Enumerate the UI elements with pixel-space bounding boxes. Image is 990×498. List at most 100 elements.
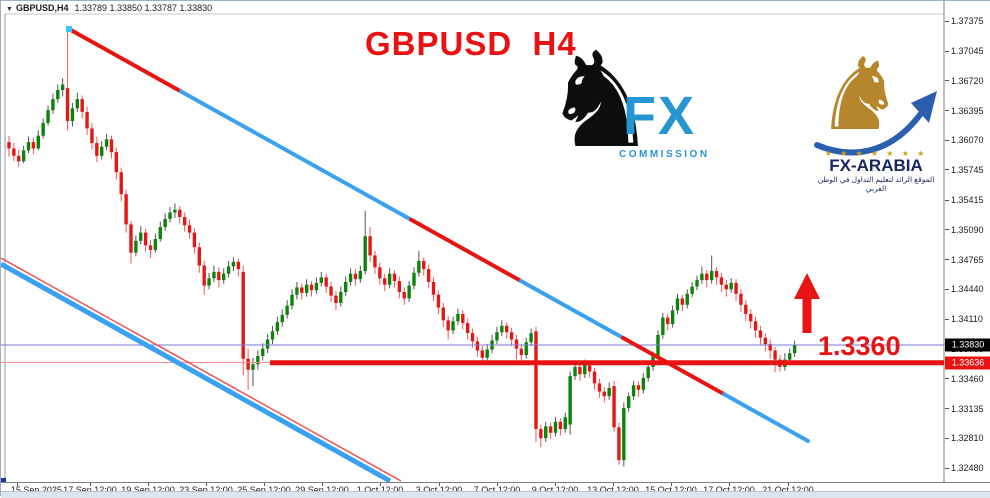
- candle-body: [207, 278, 211, 286]
- candle-body: [753, 321, 758, 331]
- chart-title: GBPUSD H4: [365, 25, 577, 62]
- price-tick-mark: [945, 378, 949, 380]
- candle-body: [441, 307, 445, 321]
- fx-arabia-logo: ♞ ★ ★ ★ ★ ★ ★ ★ FX-ARABIA الموقع الرائد …: [807, 39, 945, 193]
- candle-body: [495, 332, 499, 341]
- fx-commission-wordmark: FX: [623, 86, 697, 146]
- trendline-lower-thin[interactable]: [1, 257, 402, 482]
- candle-body: [353, 273, 358, 280]
- trendline-upper[interactable]: [722, 392, 810, 443]
- candle-body: [95, 143, 99, 156]
- candle-body: [197, 247, 202, 266]
- time-tick-label: 23 Sep 12:00: [179, 485, 233, 495]
- price-badge-level: 1.33636: [945, 356, 990, 370]
- fx-commission-logo: ♞ FX COMMISSION: [541, 35, 716, 188]
- candle-body: [7, 142, 11, 149]
- candle-body: [700, 273, 704, 281]
- price-tick-label: 1.37045: [951, 46, 984, 57]
- fx-commission-subtext: COMMISSION: [619, 149, 710, 160]
- candle-body: [12, 148, 16, 156]
- price-tick-label: 1.34110: [951, 314, 983, 325]
- black-horse-icon: ♞: [541, 27, 660, 174]
- candle-body: [60, 84, 65, 91]
- candle-body: [90, 128, 94, 144]
- price-tick-mark: [945, 50, 949, 52]
- candle-body: [558, 421, 563, 430]
- price-tick-mark: [945, 467, 949, 469]
- price-tick-mark: [945, 80, 949, 82]
- candle-body: [631, 385, 636, 397]
- candle-body: [70, 108, 75, 122]
- candle-body: [768, 344, 772, 351]
- candle-body: [426, 269, 431, 282]
- candle-body: [539, 429, 543, 439]
- price-tick-label: 1.35090: [951, 224, 984, 235]
- trendline-upper[interactable]: [519, 278, 625, 340]
- price-tick-mark: [945, 139, 949, 141]
- candle-body: [646, 366, 650, 378]
- candle-body: [548, 426, 553, 433]
- candle-body: [104, 139, 109, 147]
- candle-body: [534, 331, 538, 430]
- candle-body: [480, 350, 485, 358]
- candle-body: [519, 348, 524, 356]
- candle-body: [41, 122, 45, 136]
- up-arrow-head: [794, 273, 820, 299]
- candle-body: [387, 273, 392, 285]
- time-tick-label: 9 Oct 12:00: [531, 485, 579, 495]
- ohlc-readout: 1.33789 1.33850 1.33787 1.33830: [74, 3, 213, 13]
- price-tick-label: 1.35415: [951, 195, 984, 206]
- symbol-dropdown-icon[interactable]: ▼: [6, 6, 13, 13]
- time-tick-mark: [206, 483, 207, 486]
- trendline-upper[interactable]: [621, 335, 726, 397]
- time-tick-mark: [17, 483, 18, 486]
- time-tick-label: 21 Oct 12:00: [762, 485, 814, 495]
- candle-body: [461, 313, 465, 324]
- candle-body: [202, 265, 206, 286]
- candle-body: [724, 284, 728, 290]
- trendline-lower-thick[interactable]: [1, 261, 392, 484]
- price-tick-mark: [945, 169, 949, 171]
- candle-body: [392, 273, 397, 282]
- candle-body: [792, 345, 797, 354]
- trendline-upper[interactable]: [179, 89, 413, 222]
- price-tick-mark: [945, 318, 949, 320]
- candle-body: [246, 358, 250, 370]
- candle-body: [270, 331, 275, 340]
- trendline-upper[interactable]: [409, 217, 523, 283]
- candle-body: [758, 330, 763, 338]
- time-tick-label: 13 Oct 12:00: [587, 485, 639, 495]
- candle-body: [641, 377, 646, 390]
- price-tick-mark: [945, 408, 949, 410]
- candle-body: [261, 348, 265, 356]
- candle-body: [241, 271, 245, 359]
- candle-body: [187, 225, 192, 233]
- trendline-handle[interactable]: [66, 26, 72, 32]
- candle-body: [129, 224, 133, 253]
- level-annotation-text: 1.3360: [818, 331, 901, 361]
- candle-body: [612, 386, 616, 428]
- trendline-upper[interactable]: [67, 27, 183, 94]
- candle-body: [402, 292, 406, 299]
- candle-body: [168, 212, 172, 219]
- window-bottom-strip: [1, 491, 990, 498]
- candle-body: [314, 282, 319, 291]
- candle-body: [505, 325, 509, 333]
- candle-body: [729, 282, 733, 290]
- candle-body: [602, 391, 606, 397]
- candle-body: [363, 236, 367, 271]
- candle-body: [451, 321, 455, 331]
- candle-body: [680, 298, 685, 305]
- candle-body: [17, 155, 21, 162]
- candle-body: [431, 281, 436, 295]
- candle-body: [212, 271, 216, 279]
- candle-body: [290, 294, 294, 306]
- candle-body: [51, 99, 55, 111]
- candle-body: [114, 152, 119, 173]
- candle-body: [397, 281, 402, 293]
- candle-body: [178, 209, 182, 218]
- candle-body: [666, 317, 670, 324]
- candle-body: [275, 322, 280, 332]
- time-tick-label: 19 Sep 12:00: [121, 485, 175, 495]
